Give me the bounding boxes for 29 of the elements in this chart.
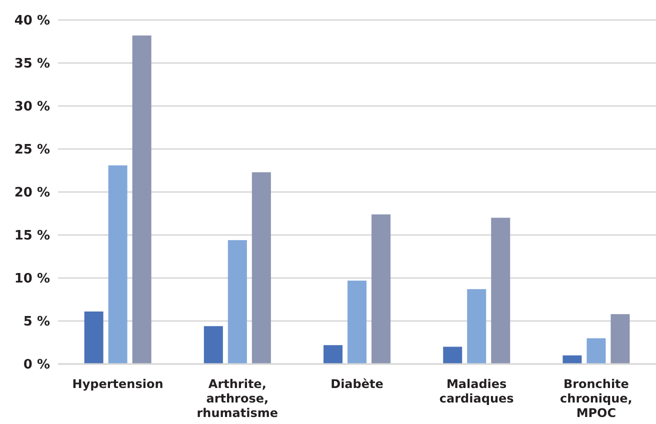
y-tick-label: 40 % [14, 14, 50, 29]
x-tick-label: Maladies cardiaques [439, 377, 514, 406]
bar [132, 35, 152, 364]
y-tick-label: 10 % [14, 272, 50, 287]
bar [252, 172, 271, 364]
bar [84, 312, 104, 364]
bar [108, 165, 128, 364]
bar [348, 280, 367, 364]
bar [467, 289, 486, 364]
x-tick-label: Bronchite chronique, MPOC [560, 377, 632, 420]
y-tick-label: 30 % [14, 100, 50, 115]
bar [228, 240, 247, 364]
bar [491, 218, 510, 364]
y-tick-label: 5 % [23, 314, 50, 330]
x-tick-label: Arthrite, arthrose, rhumatisme [196, 377, 278, 420]
bar [204, 326, 223, 364]
bar [324, 345, 343, 364]
y-tick-label: 35 % [14, 56, 50, 72]
x-tick-label: Hypertension [72, 377, 164, 391]
bar [610, 314, 630, 364]
y-tick-label: 20 % [14, 186, 50, 201]
y-tick-label: 0 % [23, 358, 50, 373]
x-tick-label: Diabète [330, 377, 384, 391]
bar [586, 338, 606, 364]
y-tick-label: 15 % [14, 228, 50, 244]
bar [372, 214, 391, 364]
y-tick-label: 25 % [14, 142, 50, 158]
bar [562, 355, 582, 364]
bar [443, 346, 462, 364]
